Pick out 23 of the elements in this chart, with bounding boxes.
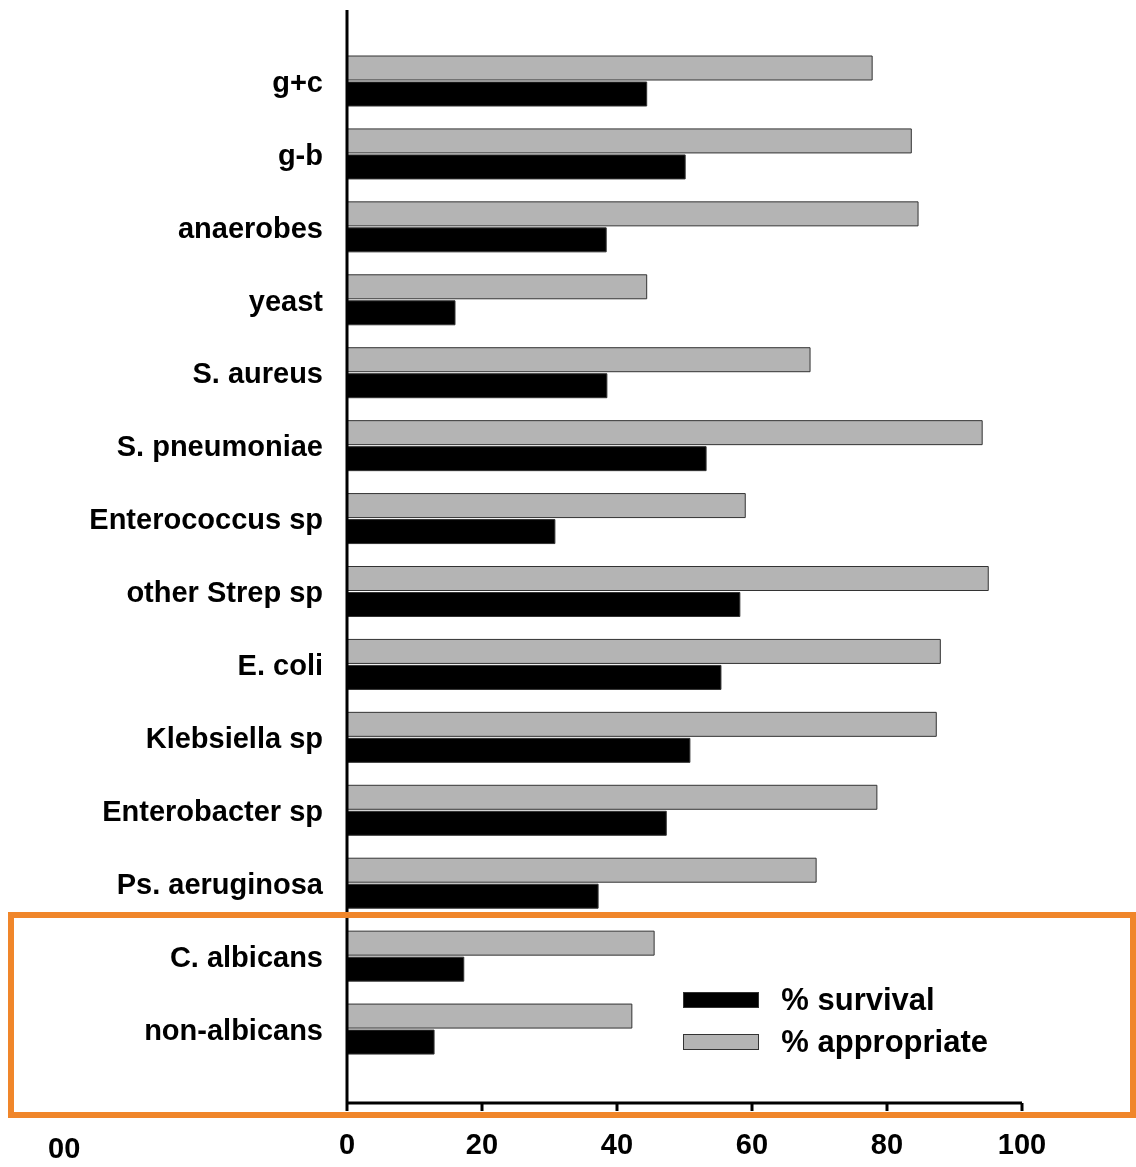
x-tick-label: 40 bbox=[600, 1127, 634, 1160]
text: 00 bbox=[48, 1132, 81, 1165]
x-tick-label: 60 bbox=[735, 1127, 769, 1160]
y-tick-label: S. aureus bbox=[192, 357, 323, 390]
y-tick-label: other Strep sp bbox=[126, 576, 323, 609]
legend-label: % survival bbox=[781, 982, 935, 1018]
y-tick-label: anaerobes bbox=[177, 211, 323, 244]
x-tick-label: 100 bbox=[997, 1127, 1047, 1160]
y-tick-label: non-albicans bbox=[144, 1013, 323, 1046]
y-tick-label: Enterobacter sp bbox=[102, 795, 323, 828]
x-tick-label: 0 bbox=[338, 1127, 356, 1160]
x-tick-label: 80 bbox=[870, 1127, 904, 1160]
y-tick-label: C. albicans bbox=[169, 940, 323, 973]
y-tick-label: Klebsiella sp bbox=[145, 722, 323, 755]
y-tick-label: Ps. aeruginosa bbox=[116, 867, 324, 900]
legend-label: % appropriate bbox=[781, 1024, 988, 1060]
y-tick-label: Enterococcus sp bbox=[89, 503, 323, 536]
y-tick-label: E. coli bbox=[237, 649, 323, 682]
y-tick-label: S. pneumoniae bbox=[116, 430, 323, 463]
x-tick-label: 20 bbox=[465, 1127, 499, 1160]
y-tick-label: g-b bbox=[277, 138, 323, 171]
y-tick-label: yeast bbox=[248, 284, 324, 317]
y-tick-label: g+c bbox=[272, 65, 323, 98]
